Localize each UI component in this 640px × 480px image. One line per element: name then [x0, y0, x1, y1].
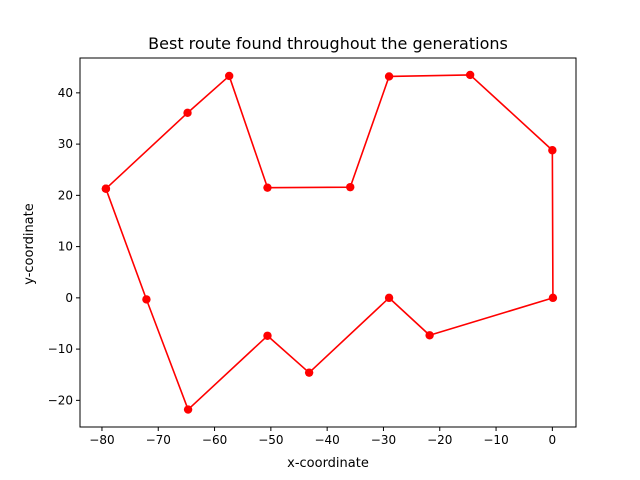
- y-tick-label: 20: [58, 188, 73, 202]
- route-point: [183, 405, 193, 414]
- plot-frame: [79, 57, 577, 428]
- y-tick-label: 40: [58, 86, 73, 100]
- x-tick-label: −60: [202, 433, 227, 447]
- route-point: [384, 72, 394, 81]
- route-point: [142, 295, 151, 304]
- x-axis-label: x-coordinate: [287, 456, 369, 471]
- y-tick-label: −20: [48, 393, 73, 407]
- chart-title: Best route found throughout the generati…: [148, 34, 508, 53]
- x-axis-ticks: −80 −70 −60 −50 −40 −30 −20 −10 0: [89, 427, 556, 447]
- x-tick-label: −10: [483, 433, 508, 447]
- route-point: [548, 146, 557, 155]
- series-layer: [101, 70, 558, 414]
- y-tick-label: 30: [58, 137, 73, 151]
- y-axis-label: y-coordinate: [22, 203, 37, 285]
- route-point: [548, 293, 558, 303]
- x-tick-label: 0: [549, 433, 557, 447]
- route-point: [101, 184, 111, 193]
- y-tick-label: −10: [48, 342, 73, 356]
- y-tick-label: 0: [65, 291, 73, 305]
- x-tick-label: −30: [371, 433, 396, 447]
- route-point: [465, 70, 475, 80]
- route-point: [224, 71, 234, 81]
- y-tick-label: 10: [58, 240, 73, 254]
- route-point: [384, 293, 394, 303]
- route-point: [304, 368, 314, 377]
- route-point: [183, 108, 192, 118]
- x-tick-label: −70: [146, 433, 171, 447]
- x-tick-label: −50: [258, 433, 283, 447]
- route-point: [263, 331, 272, 340]
- x-tick-label: −20: [427, 433, 452, 447]
- route-line: [105, 74, 554, 411]
- x-tick-label: −40: [314, 433, 339, 447]
- route-point: [346, 182, 355, 192]
- y-axis-ticks: −20 −10 0 10 20 30 40: [48, 86, 80, 407]
- x-tick-label: −80: [89, 433, 114, 447]
- route-point: [425, 331, 434, 340]
- route-point: [263, 183, 272, 192]
